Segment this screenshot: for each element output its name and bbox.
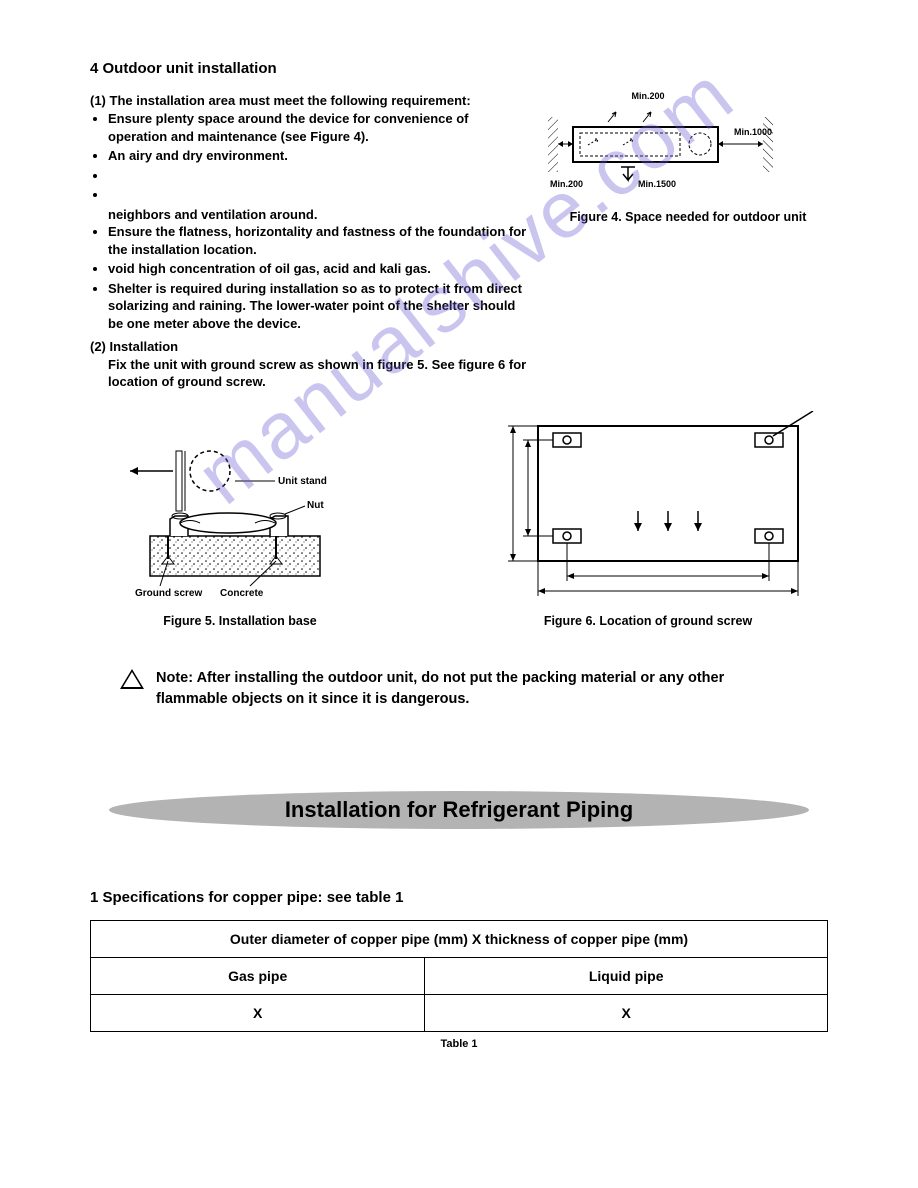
bullet-item: Ensure the flatness, horizontality and f…	[108, 223, 528, 258]
fig4-bottom-label: Min.1500	[638, 179, 676, 189]
figures-5-6-row: Unit stand Nut Ground screw Concrete Fig…	[90, 411, 828, 628]
note-row: Note: After installing the outdoor unit,…	[120, 668, 798, 712]
svg-text:Nut: Nut	[307, 500, 324, 511]
spec-heading: 1 Specifications for copper pipe: see ta…	[90, 889, 828, 906]
fig4-top-label: Min.200	[631, 91, 664, 101]
bullet-item: Shelter is required during installation …	[108, 280, 528, 333]
req-bullets: Ensure plenty space around the device fo…	[108, 110, 528, 204]
svg-text:Concrete: Concrete	[220, 588, 264, 599]
table-val2: X	[425, 995, 828, 1032]
note-text: After installing the outdoor unit, do no…	[156, 670, 724, 708]
install-text: Fix the unit with ground screw as shown …	[108, 356, 528, 391]
table-val1: X	[91, 995, 425, 1032]
svg-text:Ground screw: Ground screw	[135, 588, 202, 599]
figure-5-caption: Figure 5. Installation base	[90, 614, 390, 628]
table-caption: Table 1	[90, 1038, 828, 1050]
section-banner-wrap: Installation for Refrigerant Piping	[90, 791, 828, 829]
table-header: Outer diameter of copper pipe (mm) X thi…	[91, 921, 828, 958]
table-col2-label: Liquid pipe	[425, 958, 828, 995]
note-prefix: Note:	[156, 670, 193, 686]
svg-text:Unit stand: Unit stand	[278, 476, 327, 487]
warning-triangle-icon	[120, 669, 144, 689]
figure-6-caption: Figure 6. Location of ground screw	[468, 614, 828, 628]
figure-4-caption: Figure 4. Space needed for outdoor unit	[548, 210, 828, 224]
spec-table: Outer diameter of copper pipe (mm) X thi…	[90, 920, 828, 1032]
figure-5-svg: Unit stand Nut Ground screw Concrete	[100, 431, 380, 601]
req-bullets-2: Ensure the flatness, horizontality and f…	[108, 223, 528, 332]
fig4-right-label: Min.1000	[734, 127, 772, 137]
req-intro: (1) The installation area must meet the …	[90, 93, 528, 108]
fig4-left-label: Min.200	[550, 179, 583, 189]
bullet-item: void high concentration of oil gas, acid…	[108, 260, 528, 278]
bullet-item	[108, 167, 528, 185]
figure-6-svg	[478, 411, 818, 601]
section-banner: Installation for Refrigerant Piping	[109, 791, 809, 829]
bullet-continuation: neighbors and ventilation around.	[108, 206, 528, 224]
bullet-item: An airy and dry environment.	[108, 147, 528, 165]
figure-4-svg: Min.200 Min.1000 Min.200 Min.1500	[548, 87, 788, 197]
table-col1-label: Gas pipe	[91, 958, 425, 995]
bullet-item	[108, 186, 528, 204]
bullet-item: Ensure plenty space around the device fo…	[108, 110, 528, 145]
install-intro: (2) Installation	[90, 339, 528, 354]
section-4-heading: 4 Outdoor unit installation	[90, 60, 828, 77]
requirements-row: (1) The installation area must meet the …	[90, 87, 828, 391]
